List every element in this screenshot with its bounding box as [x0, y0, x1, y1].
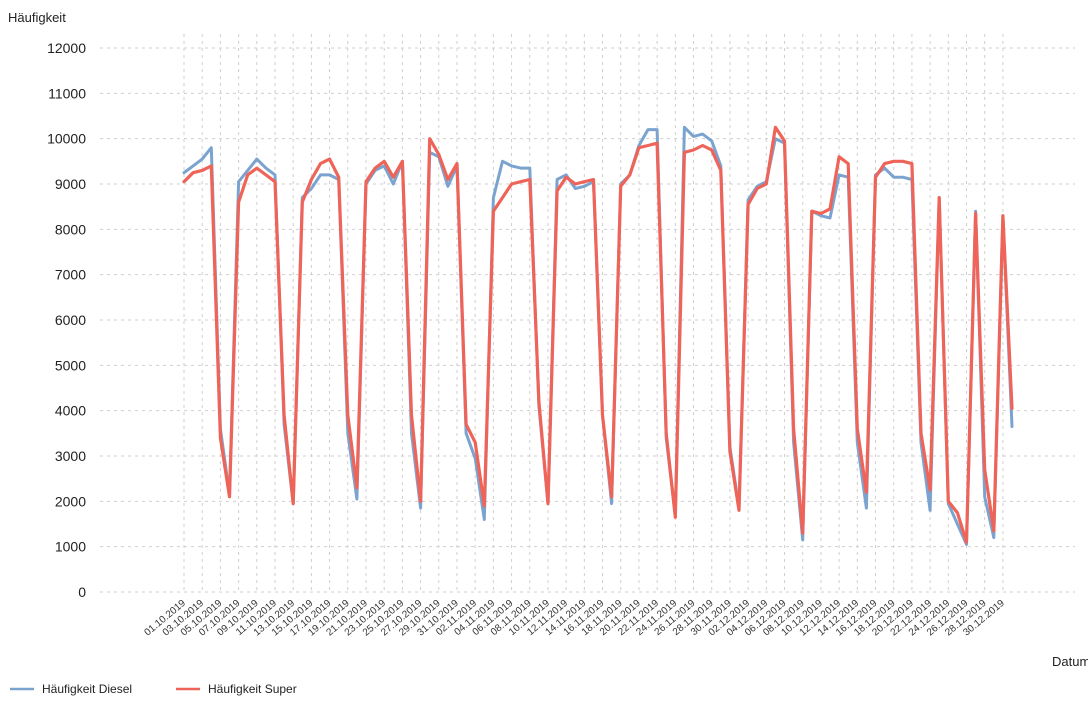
legend-label-diesel: Häufigkeit Diesel [42, 682, 132, 696]
y-tick-label: 2000 [55, 493, 86, 509]
y-tick-label: 9000 [55, 176, 86, 192]
y-tick-label: 11000 [48, 85, 86, 101]
legend-label-super: Häufigkeit Super [208, 682, 297, 696]
y-tick-label: 3000 [55, 448, 86, 464]
y-tick-label: 12000 [47, 40, 86, 56]
y-tick-label: 0 [78, 584, 86, 600]
x-axis-label: Datum [1052, 654, 1088, 669]
y-tick-label: 8000 [55, 221, 86, 237]
legend: Häufigkeit Diesel Häufigkeit Super [10, 682, 297, 696]
series-line-super [182, 125, 1014, 544]
y-axis-ticks: 0 1000 2000 3000 4000 5000 6000 7000 8000 9000 100… [47, 40, 86, 600]
y-tick-label: 10000 [47, 131, 86, 147]
x-axis-ticks: 01.10.201903.10.201905.10.201907.10.2019… [143, 598, 1008, 639]
y-tick-label: 7000 [55, 267, 86, 283]
y-tick-label: 5000 [55, 357, 86, 373]
y-tick-label: 6000 [55, 312, 86, 328]
series-lines [182, 125, 1014, 546]
y-axis-label: Häufigkeit [8, 10, 66, 25]
y-tick-label: 1000 [55, 539, 86, 555]
y-tick-label: 4000 [55, 403, 86, 419]
